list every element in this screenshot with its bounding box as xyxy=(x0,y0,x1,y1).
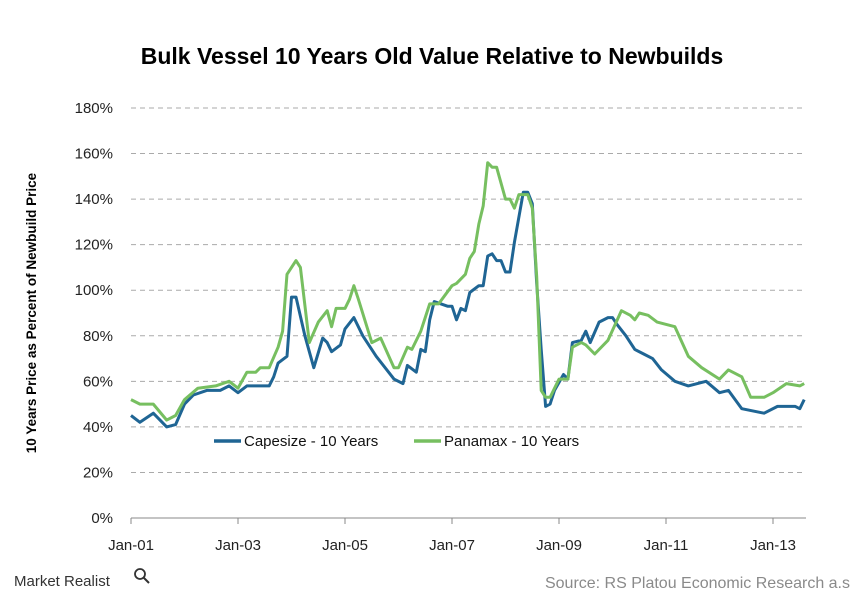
gridlines xyxy=(131,107,805,473)
x-tick-label: Jan-09 xyxy=(536,537,582,554)
magnifier-handle xyxy=(143,577,150,584)
x-tick-label: Jan-11 xyxy=(644,537,689,554)
series-line-capesize xyxy=(130,190,806,429)
logo-text: Market Realist xyxy=(14,573,111,590)
y-tick-label: 20% xyxy=(83,464,113,481)
x-tick-label: Jan-07 xyxy=(429,537,475,554)
x-tick-label: Jan-01 xyxy=(108,537,154,554)
magnifier-icon xyxy=(134,568,146,580)
legend: Capesize - 10 Years Panamax - 10 Years xyxy=(214,433,579,450)
y-tick-label: 0% xyxy=(91,510,113,527)
y-tick-label: 120% xyxy=(75,237,113,254)
x-tick-label: Jan-03 xyxy=(215,537,261,554)
y-tick-label: 160% xyxy=(75,146,113,163)
x-tick-label: Jan-13 xyxy=(750,537,796,554)
legend-label-panamax: Panamax - 10 Years xyxy=(444,433,579,450)
y-axis-label: 10 Years Price as Percent of Newbuild Pr… xyxy=(24,172,39,453)
x-tick-label: Jan-05 xyxy=(322,537,368,554)
legend-item-panamax: Panamax - 10 Years xyxy=(414,433,579,450)
source-note: Source: RS Platou Economic Research a.s xyxy=(545,575,850,592)
y-tick-label: 180% xyxy=(75,100,113,117)
legend-item-capesize: Capesize - 10 Years xyxy=(214,433,378,450)
y-tick-label: 140% xyxy=(75,191,113,208)
y-tick-label: 80% xyxy=(83,328,113,345)
series-lines xyxy=(130,161,806,429)
x-tick-labels: Jan-01 Jan-03 Jan-05 Jan-07 Jan-09 Jan-11 Jan-… xyxy=(108,518,796,554)
market-realist-logo: Market Realist xyxy=(14,568,150,590)
series-line-panamax xyxy=(130,161,805,422)
y-tick-label: 100% xyxy=(75,282,113,299)
y-tick-labels: 0% 20% 40% 60% 80% 100% 120% 140% 160% 180% xyxy=(75,100,113,527)
legend-label-capesize: Capesize - 10 Years xyxy=(244,433,378,450)
y-tick-label: 40% xyxy=(83,419,113,436)
y-tick-label: 60% xyxy=(83,373,113,390)
chart-title: Bulk Vessel 10 Years Old Value Relative … xyxy=(141,43,724,69)
